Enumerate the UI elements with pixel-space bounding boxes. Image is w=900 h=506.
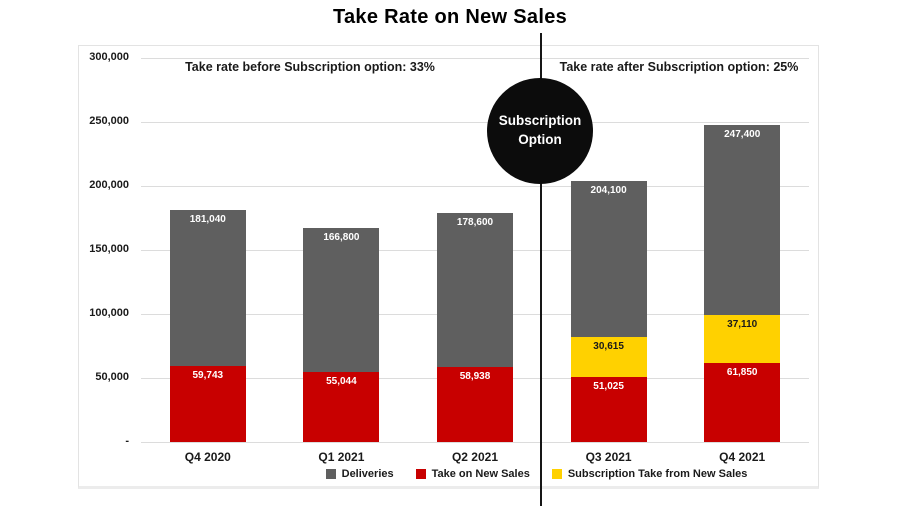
legend-swatch-icon — [325, 469, 336, 479]
y-axis-tick-label: 300,000 — [89, 51, 129, 63]
annotation-after-subscription: Take rate after Subscription option: 25% — [559, 60, 799, 74]
y-gridline — [141, 442, 809, 443]
x-axis-label: Q2 2021 — [451, 450, 499, 464]
segment-take-on-new-sales: 61,850 — [704, 362, 781, 442]
segment-take-on-new-sales: 55,044 — [303, 371, 380, 442]
segment-deliveries: 204,100 — [570, 180, 647, 338]
segment-deliveries: 178,600 — [437, 213, 513, 367]
stacked-bar-q1-2021: 166,800 55,044 — [303, 228, 380, 442]
bar-value-label: 30,615 — [593, 341, 624, 353]
chart-title: Take Rate on New Sales — [332, 6, 568, 28]
legend-label: Subscription Take from New Sales — [567, 468, 748, 480]
y-axis-tick-label: - — [125, 435, 129, 447]
y-axis-tick-label: 50,000 — [95, 371, 129, 383]
divider-line — [540, 33, 542, 506]
segment-deliveries: 247,400 — [704, 125, 781, 316]
legend-swatch-icon — [551, 469, 562, 479]
y-gridline — [141, 122, 809, 123]
x-axis-label: Q1 2021 — [318, 450, 365, 464]
legend-item: Subscription Take from New Sales — [551, 468, 748, 480]
segment-subscription-take: 30,615 — [570, 337, 647, 377]
bar-value-label: 55,044 — [326, 375, 357, 387]
segment-take-on-new-sales: 51,025 — [570, 376, 647, 442]
y-axis-tick-label: 250,000 — [89, 115, 129, 127]
stacked-bar-q3-2021: 204,100 30,615 51,025 — [570, 180, 647, 442]
annotation-before-subscription: Take rate before Subscription option: 33… — [185, 60, 435, 74]
legend-item: Deliveries — [325, 468, 394, 480]
segment-take-on-new-sales: 59,743 — [169, 365, 246, 442]
legend-item: Take on New Sales — [415, 468, 530, 480]
segment-subscription-take: 37,110 — [704, 315, 781, 363]
bar-value-label: 58,938 — [459, 370, 491, 382]
y-axis-tick-label: 100,000 — [89, 307, 129, 319]
bar-value-label: 166,800 — [323, 232, 360, 244]
segment-deliveries: 166,800 — [303, 228, 380, 372]
subscription-option-badge: Subscription Option — [487, 78, 593, 184]
bar-value-label: 51,025 — [593, 380, 624, 392]
chart-card: Take rate before Subscription option: 33… — [78, 45, 819, 489]
y-axis-tick-label: 150,000 — [89, 243, 129, 255]
subscription-option-badge-line2: Option — [518, 132, 562, 147]
segment-deliveries: 181,040 — [169, 210, 246, 366]
y-gridline — [141, 186, 809, 187]
segment-take-on-new-sales: 58,938 — [437, 366, 513, 442]
y-axis-tick-label: 200,000 — [89, 179, 129, 191]
x-axis-label: Q4 2021 — [719, 450, 766, 464]
plot-area: 300,000 250,000 200,000 150,000 100,000 50,00… — [79, 46, 818, 486]
legend: Deliveries Take on New Sales Subscription … — [259, 468, 814, 480]
bar-value-label: 61,850 — [726, 366, 758, 378]
bar-value-label: 181,040 — [189, 214, 226, 226]
legend-swatch-icon — [415, 469, 426, 479]
subscription-option-badge-line1: Subscription — [498, 113, 582, 129]
bar-value-label: 204,100 — [590, 184, 627, 196]
stacked-bar-q4-2021: 247,400 37,110 61,850 — [704, 125, 781, 442]
bar-value-label: 37,110 — [727, 319, 758, 331]
x-axis-label: Q3 2021 — [585, 450, 632, 464]
legend-label: Deliveries — [341, 468, 394, 480]
bar-value-label: 247,400 — [724, 129, 761, 141]
bar-value-label: 59,743 — [192, 369, 224, 381]
x-axis-label: Q4 2020 — [184, 450, 231, 464]
y-gridline — [141, 58, 809, 59]
stacked-bar-q4-2020: 181,040 59,743 — [169, 210, 246, 442]
stacked-bar-q2-2021: 178,600 58,938 — [437, 213, 513, 442]
legend-label: Take on New Sales — [431, 468, 530, 480]
bar-value-label: 178,600 — [456, 217, 494, 229]
